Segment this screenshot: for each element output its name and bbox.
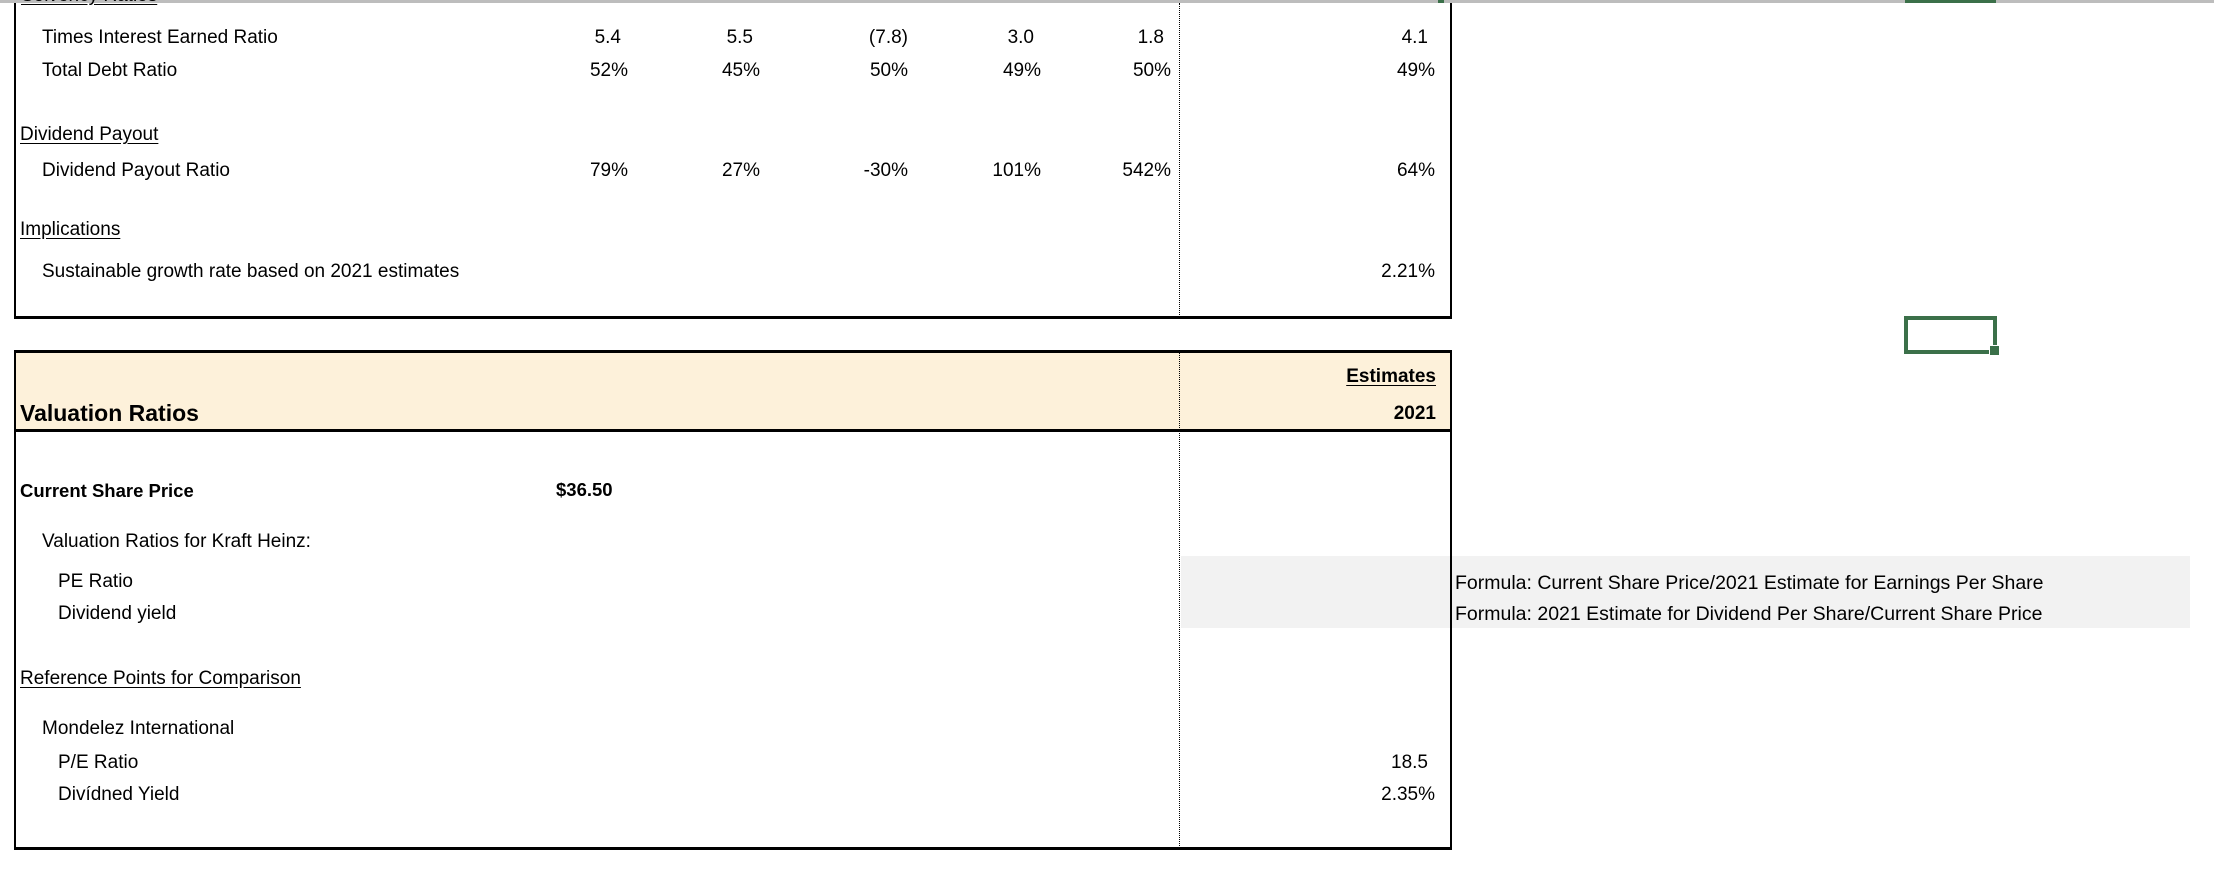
valuation-border-left bbox=[14, 350, 16, 850]
formula-note-pe[interactable]: Formula: Current Share Price/2021 Estima… bbox=[1455, 572, 2044, 594]
comparison-pe-value[interactable]: 18.5 bbox=[1391, 752, 1428, 773]
estimate-value[interactable]: 4.1 bbox=[1401, 27, 1428, 48]
selected-cell[interactable] bbox=[1904, 316, 1997, 354]
cell-value[interactable]: 1.8 bbox=[1137, 27, 1164, 48]
cell-value[interactable]: -30% bbox=[863, 160, 908, 181]
estimate-value[interactable]: 49% bbox=[1396, 60, 1435, 81]
cell-value[interactable]: 3.0 bbox=[1007, 27, 1034, 48]
section-heading-reference-points[interactable]: Reference Points for Comparison bbox=[20, 668, 301, 689]
estimates-column-divider bbox=[1179, 351, 1180, 848]
row-label-pe-ratio[interactable]: PE Ratio bbox=[58, 571, 133, 592]
valuation-header-border-bottom bbox=[14, 429, 1452, 432]
section-heading-implications[interactable]: Implications bbox=[20, 219, 121, 240]
section-heading-solvency[interactable]: Solvency Ratios bbox=[21, 0, 157, 8]
cell-value[interactable]: 5.5 bbox=[726, 27, 753, 48]
valuation-title[interactable]: Valuation Ratios bbox=[20, 400, 199, 426]
cell-value[interactable]: 45% bbox=[721, 60, 760, 81]
estimate-value[interactable]: 2.21% bbox=[1381, 261, 1435, 282]
row-label-comparison-yield[interactable]: Divídned Yield bbox=[58, 784, 180, 805]
table-border-left bbox=[14, 3, 16, 319]
estimates-header[interactable]: Estimates bbox=[1346, 366, 1436, 387]
cell-value[interactable]: 542% bbox=[1122, 160, 1171, 181]
cell-value[interactable]: 50% bbox=[1132, 60, 1171, 81]
column-header-highlight bbox=[1438, 0, 1444, 3]
column-header-edge bbox=[0, 0, 2214, 3]
estimate-value[interactable]: 64% bbox=[1396, 160, 1435, 181]
cell-value[interactable]: 5.4 bbox=[594, 27, 621, 48]
row-label[interactable]: Dividend Payout Ratio bbox=[42, 160, 230, 181]
comparison-yield-value[interactable]: 2.35% bbox=[1381, 784, 1435, 805]
section-heading-dividend-payout[interactable]: Dividend Payout bbox=[20, 124, 159, 145]
table-border-bottom bbox=[14, 316, 1452, 319]
valuation-border-right-overlay bbox=[1450, 556, 1452, 628]
cell-value[interactable]: 50% bbox=[869, 60, 908, 81]
estimates-column-divider bbox=[1179, 3, 1180, 319]
fill-handle[interactable] bbox=[1989, 345, 2000, 356]
valuation-border-bottom bbox=[14, 847, 1452, 850]
valuation-header-band bbox=[15, 351, 1451, 431]
selected-column-header-highlight bbox=[1905, 0, 1996, 3]
table-border-right bbox=[1450, 3, 1452, 319]
cell-value[interactable]: 79% bbox=[589, 160, 628, 181]
formula-note-band bbox=[1181, 556, 2190, 628]
row-label-dividend-yield[interactable]: Dividend yield bbox=[58, 603, 177, 624]
current-share-price-label[interactable]: Current Share Price bbox=[20, 480, 194, 501]
cell-value[interactable]: 52% bbox=[589, 60, 628, 81]
row-label[interactable]: Total Debt Ratio bbox=[42, 60, 178, 81]
cell-value[interactable]: 101% bbox=[992, 160, 1041, 181]
kraft-heinz-label[interactable]: Valuation Ratios for Kraft Heinz: bbox=[42, 531, 311, 552]
formula-note-dividend-yield[interactable]: Formula: 2021 Estimate for Dividend Per … bbox=[1455, 603, 2043, 625]
row-label-comparison-pe[interactable]: P/E Ratio bbox=[58, 752, 139, 773]
valuation-border-top bbox=[14, 350, 1452, 353]
row-label[interactable]: Sustainable growth rate based on 2021 es… bbox=[42, 261, 460, 282]
row-label[interactable]: Times Interest Earned Ratio bbox=[42, 27, 278, 48]
cell-value[interactable]: (7.8) bbox=[868, 27, 908, 48]
estimates-year-header[interactable]: 2021 bbox=[1393, 403, 1436, 424]
current-share-price-value[interactable]: $36.50 bbox=[556, 479, 613, 500]
cell-value[interactable]: 49% bbox=[1002, 60, 1041, 81]
cell-value[interactable]: 27% bbox=[721, 160, 760, 181]
comparison-company-label[interactable]: Mondelez International bbox=[42, 718, 235, 739]
